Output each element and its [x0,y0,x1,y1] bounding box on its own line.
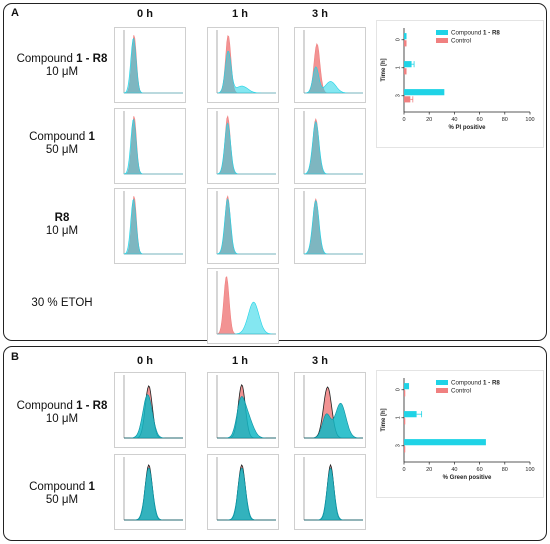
x-tick-label: 20 [426,467,432,473]
hist-a-r1-1h [207,27,279,103]
compound-histogram [124,394,183,439]
category-label: 1 [395,416,401,419]
x-tick-label: 0 [402,117,405,123]
hist-b-r2-0h [114,454,186,530]
x-tick-label: 100 [525,467,534,473]
legend-label: Control [451,388,471,395]
x-tick-label: 40 [451,117,457,123]
hist-frame [114,27,186,103]
compound-histogram [124,467,183,521]
legend-swatch [436,388,448,393]
panel-b-col-0h: 0 h [137,355,153,367]
bar [404,61,412,68]
hist-a-r3-3h [294,188,366,264]
hist-a-r2-0h [114,108,186,184]
hist-b-r1-1h [207,372,279,448]
panel-a-label: A [11,7,19,19]
hist-frame [207,188,279,264]
panel-a-col-3h: 3 h [312,8,328,20]
compound-histogram [216,50,276,94]
y-axis-label: Time [h] [381,58,387,81]
hist-b-r1-0h [114,372,186,448]
x-tick-label: 100 [525,117,534,123]
compound-histogram [123,118,183,175]
compound-histogram [304,402,363,439]
compound-histogram [123,37,183,94]
hist-a-r4-1h [207,268,279,344]
compound-histogram [217,301,276,335]
compound-histogram [304,66,363,94]
category-label: 0 [395,388,401,391]
panel-a-row-label-4: 30 % ETOH [31,297,93,309]
compound-histogram [303,199,363,255]
panel-a-col-1h: 1 h [232,8,248,20]
bar [404,33,407,40]
hist-b-r1-3h [294,372,366,448]
bar [404,89,445,96]
panel-b-col-3h: 3 h [312,355,328,367]
compound-histogram [304,467,363,521]
category-label: 0 [395,38,401,41]
x-tick-label: 80 [502,467,508,473]
x-tick-label: 60 [477,467,483,473]
x-axis-label: % PI positive [448,125,486,131]
hist-frame [294,108,366,184]
panel-a-col-0h: 0 h [137,8,153,20]
panel-a-row-label-2: Compound 1 50 μM [29,131,95,156]
category-label: 1 [395,66,401,69]
x-tick-label: 40 [451,467,457,473]
panel-b-label: B [11,351,19,363]
hist-a-r1-3h [294,27,366,103]
bar [404,390,406,397]
hist-frame [114,188,186,264]
panel-b [3,346,547,541]
hist-a-r3-0h [114,188,186,264]
legend-label: Control [451,38,471,45]
hist-a-r3-1h [207,188,279,264]
panel-a-row-label-3: R8 10 μM [45,212,79,237]
y-axis-label: Time [h] [381,408,387,431]
x-axis-label: % Green positive [443,475,492,481]
panel-b-row-label-1: Compound 1 - R8 10 μM [16,400,108,425]
bar [404,439,486,446]
legend-label: Compound 1 - R8 [451,30,500,37]
bar-chart-green-positive: 0 20 40 60 80 100 % Green positive Time [h] 0 1 3 C… [376,370,544,498]
hist-b-r2-1h [207,454,279,530]
bar [404,446,406,453]
category-label: 3 [395,94,401,97]
compound-histogram [216,198,276,255]
hist-frame [114,108,186,184]
x-tick-label: 80 [502,117,508,123]
bar [404,40,407,47]
bar [404,418,406,425]
hist-a-r1-0h [114,27,186,103]
legend-swatch [436,380,448,385]
x-tick-label: 60 [477,117,483,123]
hist-a-r2-1h [207,108,279,184]
bar [404,96,411,103]
compound-histogram [216,122,276,175]
legend-label: Compound 1 - R8 [451,380,500,387]
panel-a-row-label-1: Compound 1 - R8 10 μM [16,53,108,78]
hist-frame [207,108,279,184]
compound-histogram [217,396,276,439]
bar-chart-pi-positive: 0 20 40 60 80 100 % PI positive Time [h] 0 1 3 Comp… [376,20,544,148]
x-tick-label: 20 [426,117,432,123]
category-label: 3 [395,444,401,447]
compound-histogram [303,121,363,175]
panel-b-col-1h: 1 h [232,355,248,367]
bar [404,411,417,418]
hist-b-r2-3h [294,454,366,530]
hist-frame [294,188,366,264]
compound-histogram [217,467,276,521]
hist-a-r2-3h [294,108,366,184]
bar [404,68,407,75]
bar [404,383,410,390]
panel-b-row-label-2: Compound 1 50 μM [29,481,95,506]
x-tick-label: 0 [402,467,405,473]
compound-histogram [123,198,183,255]
legend-swatch [436,30,448,35]
legend-swatch [436,38,448,43]
